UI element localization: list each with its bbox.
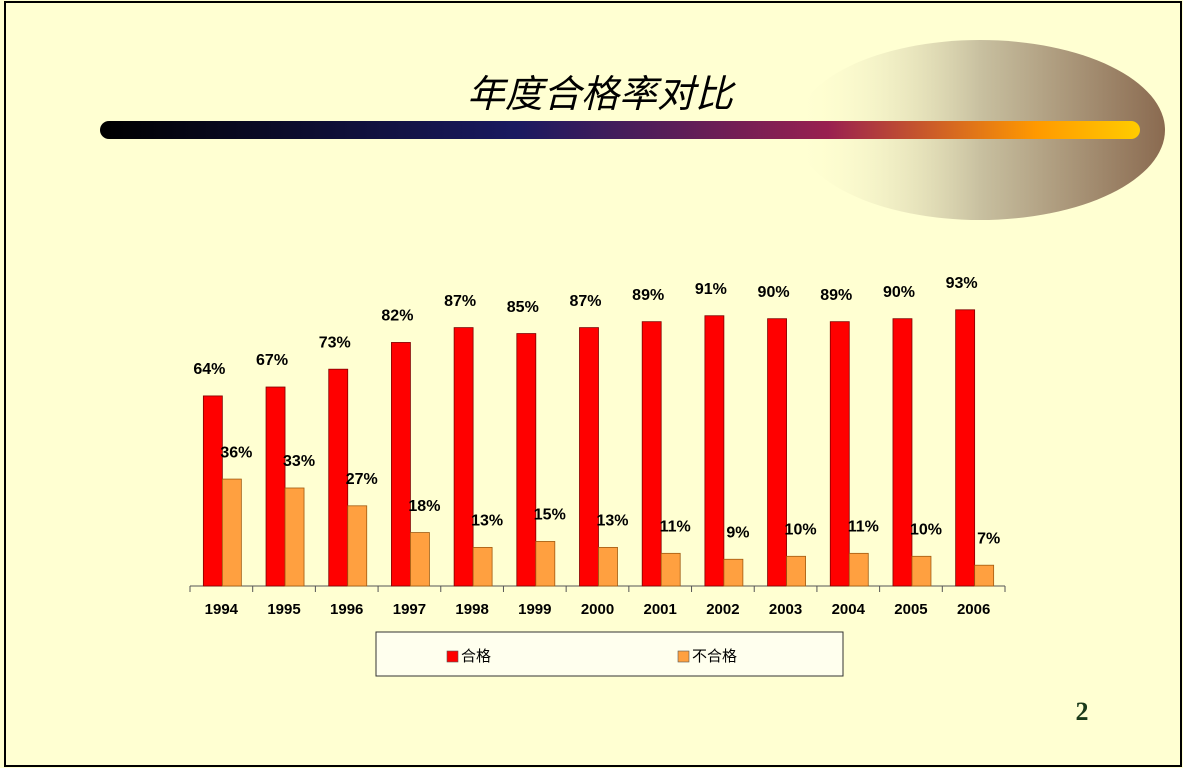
bar (536, 541, 555, 586)
value-label: 85% (507, 299, 539, 316)
value-label: 15% (534, 507, 566, 524)
value-label: 90% (883, 284, 915, 301)
value-label: 89% (820, 287, 852, 304)
bar (705, 316, 724, 586)
x-tick-label: 2006 (957, 601, 990, 618)
value-label: 27% (346, 471, 378, 488)
bar (391, 342, 410, 586)
bar (599, 547, 618, 586)
bar (912, 556, 931, 586)
bar (410, 533, 429, 586)
bar (454, 328, 473, 586)
x-tick-label: 2000 (581, 601, 614, 618)
bar (473, 547, 492, 586)
title-bar (100, 121, 1140, 139)
value-label: 87% (569, 293, 601, 310)
x-tick-label: 2001 (644, 601, 677, 618)
value-label: 64% (193, 361, 225, 378)
value-label: 93% (946, 275, 978, 292)
bar (203, 396, 222, 586)
bar (724, 559, 743, 586)
value-label: 11% (848, 519, 879, 536)
value-label: 91% (695, 281, 727, 298)
bar (893, 319, 912, 586)
bar (266, 387, 285, 586)
value-label: 36% (220, 444, 252, 461)
legend-swatch (447, 651, 458, 662)
slide: 年度合格率对比 2 1994 64% 36% 1995 67% 33% 1996 73% 27%… (0, 0, 1183, 768)
value-label: 10% (910, 522, 942, 539)
value-label: 87% (444, 293, 476, 310)
bar (768, 319, 787, 586)
x-tick-label: 1994 (205, 601, 239, 618)
x-tick-label: 2005 (894, 601, 927, 618)
bar (956, 310, 975, 586)
x-tick-label: 1997 (393, 601, 426, 618)
value-label: 13% (471, 513, 503, 530)
value-label: 9% (726, 524, 749, 541)
legend-label: 不合格 (692, 648, 737, 665)
value-label: 33% (283, 453, 315, 470)
chart-title: 年度合格率对比 (467, 74, 736, 116)
bar (787, 556, 806, 586)
bar (830, 322, 849, 586)
value-label: 18% (408, 498, 440, 515)
bar (661, 553, 680, 586)
value-label: 10% (785, 522, 817, 539)
x-tick-label: 1998 (455, 601, 488, 618)
bar (580, 328, 599, 586)
x-tick-label: 2004 (832, 601, 866, 618)
legend-swatch (678, 651, 689, 662)
legend (376, 632, 843, 676)
x-tick-label: 1999 (518, 601, 551, 618)
x-tick-label: 1996 (330, 601, 363, 618)
bar (348, 506, 367, 586)
bar (975, 565, 994, 586)
x-tick-label: 1995 (267, 601, 300, 618)
value-label: 13% (596, 513, 628, 530)
bar (849, 553, 868, 586)
value-label: 90% (758, 284, 790, 301)
value-label: 11% (660, 519, 691, 536)
bar (222, 479, 241, 586)
x-tick-label: 2003 (769, 601, 802, 618)
bar (285, 488, 304, 586)
value-label: 82% (381, 308, 413, 325)
value-label: 89% (632, 287, 664, 304)
value-label: 7% (977, 530, 1000, 547)
value-label: 67% (256, 352, 288, 369)
legend-label: 合格 (461, 648, 491, 665)
value-label: 73% (319, 334, 351, 351)
page-number: 2 (1076, 697, 1089, 726)
x-tick-label: 2002 (706, 601, 739, 618)
bar (642, 322, 661, 586)
bar (517, 334, 536, 586)
